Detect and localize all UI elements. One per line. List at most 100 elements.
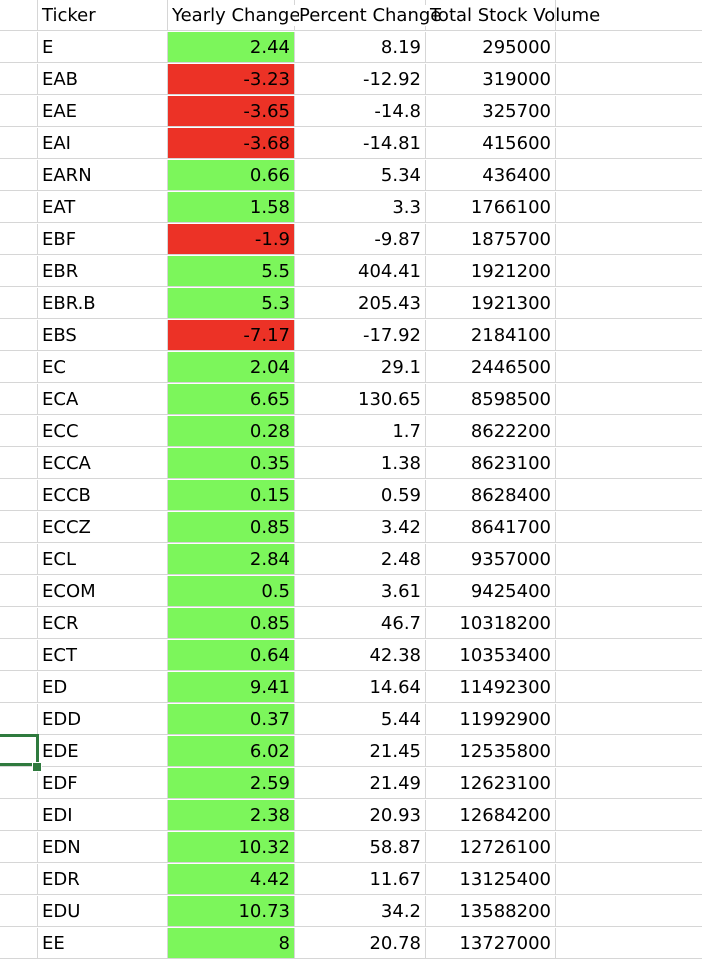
ticker-cell[interactable]: EAB	[38, 64, 168, 95]
empty-cell[interactable]	[556, 352, 702, 383]
ticker-cell[interactable]: ECCA	[38, 448, 168, 479]
row-gutter-cell[interactable]	[0, 768, 38, 799]
row-gutter-cell[interactable]	[0, 928, 38, 959]
percent-change-cell[interactable]: 20.93	[295, 800, 426, 831]
row-gutter-cell[interactable]	[0, 416, 38, 447]
volume-cell[interactable]: 319000	[426, 64, 556, 95]
volume-cell[interactable]: 1766100	[426, 192, 556, 223]
header-percent-change[interactable]: Percent Change	[295, 0, 442, 31]
yearly-change-cell[interactable]: -3.68	[168, 128, 295, 159]
volume-cell[interactable]: 13125400	[426, 864, 556, 895]
yearly-change-cell[interactable]: 6.65	[168, 384, 295, 415]
row-gutter-cell[interactable]	[0, 448, 38, 479]
ticker-cell[interactable]: EDF	[38, 768, 168, 799]
empty-cell[interactable]	[556, 832, 702, 863]
ticker-cell[interactable]: EAE	[38, 96, 168, 127]
empty-cell[interactable]	[556, 672, 702, 703]
row-gutter-cell[interactable]	[0, 800, 38, 831]
row-gutter-cell[interactable]	[0, 352, 38, 383]
row-gutter-cell[interactable]	[0, 512, 38, 543]
ticker-cell[interactable]: EAT	[38, 192, 168, 223]
row-gutter-cell[interactable]	[0, 256, 38, 287]
active-cell-selection[interactable]	[0, 734, 39, 766]
yearly-change-cell[interactable]: -7.17	[168, 320, 295, 351]
ticker-cell[interactable]: EBF	[38, 224, 168, 255]
volume-cell[interactable]: 12535800	[426, 736, 556, 767]
percent-change-cell[interactable]: 3.61	[295, 576, 426, 607]
ticker-cell[interactable]: ECOM	[38, 576, 168, 607]
percent-change-cell[interactable]: 1.7	[295, 416, 426, 447]
yearly-change-cell[interactable]: -3.65	[168, 96, 295, 127]
empty-cell[interactable]	[556, 416, 702, 447]
percent-change-cell[interactable]: 404.41	[295, 256, 426, 287]
yearly-change-cell[interactable]: 10.73	[168, 896, 295, 927]
header-yearly-change[interactable]: Yearly Change	[168, 0, 301, 31]
empty-cell[interactable]	[556, 928, 702, 959]
ticker-cell[interactable]: ECC	[38, 416, 168, 447]
empty-cell[interactable]	[556, 384, 702, 415]
percent-change-cell[interactable]: 3.42	[295, 512, 426, 543]
ticker-cell[interactable]: EDN	[38, 832, 168, 863]
ticker-cell[interactable]: EDU	[38, 896, 168, 927]
ticker-cell[interactable]: EBR.B	[38, 288, 168, 319]
volume-cell[interactable]: 10353400	[426, 640, 556, 671]
ticker-cell[interactable]: ECR	[38, 608, 168, 639]
volume-cell[interactable]: 10318200	[426, 608, 556, 639]
yearly-change-cell[interactable]: 0.28	[168, 416, 295, 447]
empty-cell[interactable]	[556, 192, 702, 223]
row-gutter-cell[interactable]	[0, 864, 38, 895]
ticker-cell[interactable]: EDR	[38, 864, 168, 895]
yearly-change-cell[interactable]: 6.02	[168, 736, 295, 767]
ticker-cell[interactable]: EAI	[38, 128, 168, 159]
percent-change-cell[interactable]: 14.64	[295, 672, 426, 703]
row-gutter-cell[interactable]	[0, 672, 38, 703]
row-gutter-cell[interactable]	[0, 32, 38, 63]
row-gutter-cell[interactable]	[0, 320, 38, 351]
volume-cell[interactable]: 1921300	[426, 288, 556, 319]
row-gutter-cell[interactable]	[0, 544, 38, 575]
ticker-cell[interactable]: ECCB	[38, 480, 168, 511]
empty-cell[interactable]	[556, 800, 702, 831]
volume-cell[interactable]: 8623100	[426, 448, 556, 479]
percent-change-cell[interactable]: 205.43	[295, 288, 426, 319]
percent-change-cell[interactable]: 21.49	[295, 768, 426, 799]
percent-change-cell[interactable]: 46.7	[295, 608, 426, 639]
empty-cell[interactable]	[556, 0, 702, 31]
volume-cell[interactable]: 1875700	[426, 224, 556, 255]
empty-cell[interactable]	[556, 544, 702, 575]
ticker-cell[interactable]: ECL	[38, 544, 168, 575]
yearly-change-cell[interactable]: 0.66	[168, 160, 295, 191]
volume-cell[interactable]: 13727000	[426, 928, 556, 959]
yearly-change-cell[interactable]: 0.85	[168, 512, 295, 543]
volume-cell[interactable]: 2184100	[426, 320, 556, 351]
empty-cell[interactable]	[556, 64, 702, 95]
percent-change-cell[interactable]: -12.92	[295, 64, 426, 95]
ticker-cell[interactable]: EE	[38, 928, 168, 959]
empty-cell[interactable]	[556, 128, 702, 159]
yearly-change-cell[interactable]: 0.64	[168, 640, 295, 671]
empty-cell[interactable]	[556, 480, 702, 511]
percent-change-cell[interactable]: 11.67	[295, 864, 426, 895]
row-gutter-cell[interactable]	[0, 480, 38, 511]
empty-cell[interactable]	[556, 576, 702, 607]
volume-cell[interactable]: 11992900	[426, 704, 556, 735]
empty-cell[interactable]	[556, 864, 702, 895]
ticker-cell[interactable]: ECCZ	[38, 512, 168, 543]
row-gutter-cell[interactable]	[0, 704, 38, 735]
volume-cell[interactable]: 8628400	[426, 480, 556, 511]
empty-cell[interactable]	[556, 896, 702, 927]
empty-cell[interactable]	[556, 608, 702, 639]
row-gutter-cell[interactable]	[0, 128, 38, 159]
row-gutter-cell[interactable]	[0, 576, 38, 607]
row-gutter-cell[interactable]	[0, 0, 38, 31]
empty-cell[interactable]	[556, 288, 702, 319]
yearly-change-cell[interactable]: 0.15	[168, 480, 295, 511]
yearly-change-cell[interactable]: 2.38	[168, 800, 295, 831]
ticker-cell[interactable]: ED	[38, 672, 168, 703]
volume-cell[interactable]: 9425400	[426, 576, 556, 607]
yearly-change-cell[interactable]: 0.85	[168, 608, 295, 639]
volume-cell[interactable]: 8598500	[426, 384, 556, 415]
ticker-cell[interactable]: EBR	[38, 256, 168, 287]
percent-change-cell[interactable]: 20.78	[295, 928, 426, 959]
empty-cell[interactable]	[556, 736, 702, 767]
